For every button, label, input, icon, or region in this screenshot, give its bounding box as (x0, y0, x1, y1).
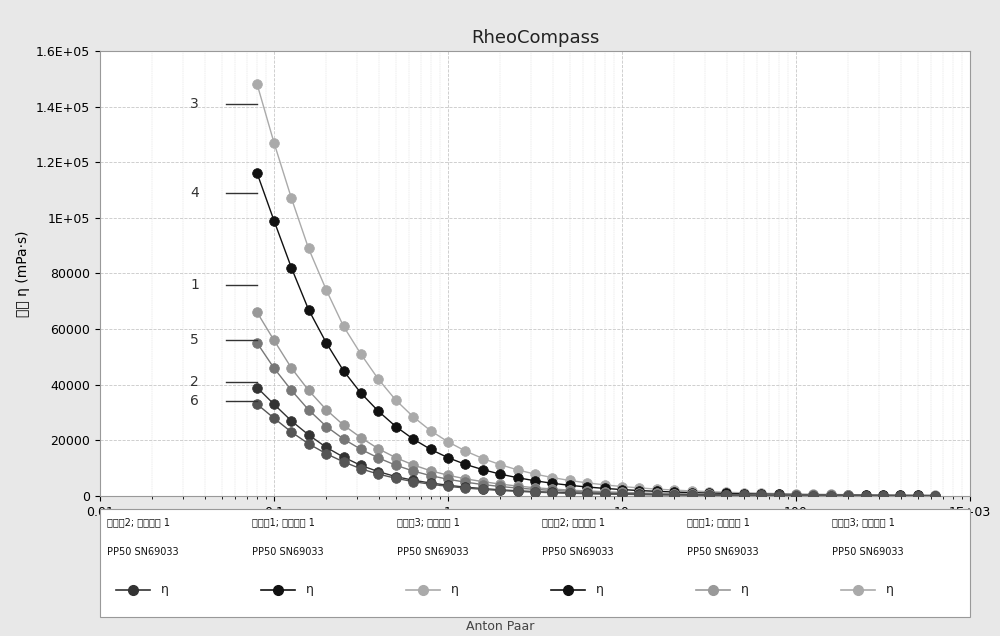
Text: 实施例3; 黏度曲线 1: 实施例3; 黏度曲线 1 (832, 518, 895, 527)
Text: PP50 SN69033: PP50 SN69033 (832, 546, 904, 556)
Text: 6: 6 (190, 394, 199, 408)
Text: 5: 5 (190, 333, 199, 347)
Text: 1: 1 (190, 277, 199, 292)
Text: η: η (306, 583, 314, 597)
Text: Anton Paar: Anton Paar (466, 620, 534, 633)
Text: 对比例3; 黏度曲线 1: 对比例3; 黏度曲线 1 (397, 518, 460, 527)
FancyBboxPatch shape (100, 509, 970, 617)
Text: η: η (451, 583, 459, 597)
X-axis label: 剪切速率 $\dot{\gamma}$ (1/s): 剪切速率 $\dot{\gamma}$ (1/s) (496, 524, 574, 544)
Text: η: η (596, 583, 604, 597)
Text: PP50 SN69033: PP50 SN69033 (397, 546, 469, 556)
Text: 对比例1; 黏度曲线 1: 对比例1; 黏度曲线 1 (252, 518, 315, 527)
Text: PP50 SN69033: PP50 SN69033 (107, 546, 179, 556)
Text: 3: 3 (190, 97, 199, 111)
Text: 实施例1; 黏度曲线 1: 实施例1; 黏度曲线 1 (687, 518, 750, 527)
Text: 对比例2; 黏度曲线 1: 对比例2; 黏度曲线 1 (107, 518, 170, 527)
Text: 2: 2 (190, 375, 199, 389)
Text: PP50 SN69033: PP50 SN69033 (542, 546, 614, 556)
Text: η: η (886, 583, 894, 597)
Y-axis label: 黏度 η (mPa·s): 黏度 η (mPa·s) (16, 230, 30, 317)
Text: η: η (161, 583, 169, 597)
Text: PP50 SN69033: PP50 SN69033 (252, 546, 324, 556)
Title: RheoCompass: RheoCompass (471, 29, 599, 46)
Text: PP50 SN69033: PP50 SN69033 (687, 546, 759, 556)
Text: 实施例2; 黏度曲线 1: 实施例2; 黏度曲线 1 (542, 518, 605, 527)
Text: 4: 4 (190, 186, 199, 200)
Text: η: η (741, 583, 749, 597)
